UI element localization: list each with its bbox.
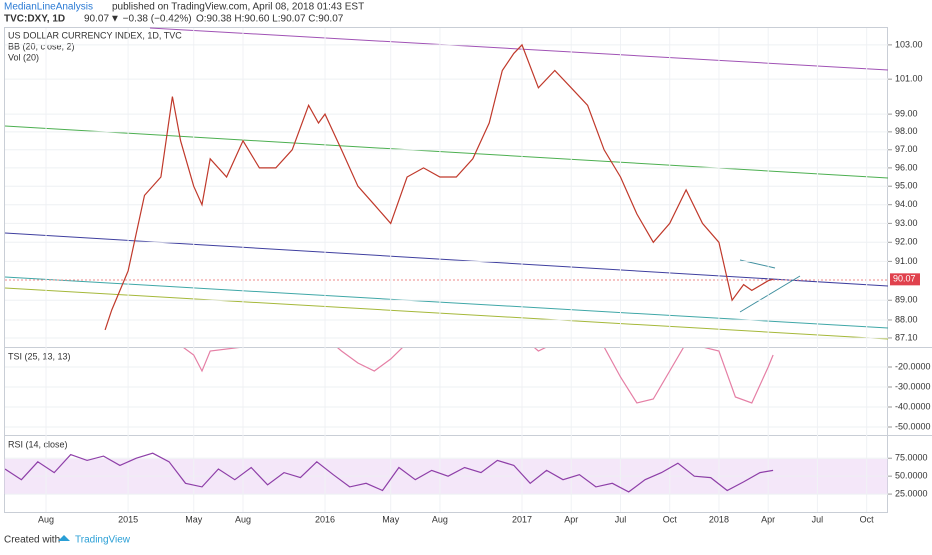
y-tick-label: 87.10 (895, 332, 918, 342)
x-tick-label: Apr (564, 514, 578, 524)
y-tick-label: -30.0000 (895, 381, 931, 391)
pane-title: TSI (25, 13, 13) (8, 351, 71, 361)
y-tick-label: 50.0000 (895, 471, 928, 481)
x-tick-label: May (185, 514, 203, 524)
x-tick-label: Jul (812, 514, 824, 524)
y-tick-label: 95.00 (895, 181, 918, 191)
x-tick-label: Oct (663, 514, 678, 524)
x-tick-label: Oct (860, 514, 875, 524)
x-tick-label: Aug (38, 514, 54, 524)
pane-annotation: Vol (20) (8, 52, 39, 62)
x-tick-label: Jul (615, 514, 627, 524)
y-tick-label: -50.0000 (895, 421, 931, 431)
y-tick-label: 98.00 (895, 126, 918, 136)
y-tick-label: 88.00 (895, 314, 918, 324)
symbol: TVC:DXY, 1D (4, 14, 65, 25)
y-tick-label: 103.00 (895, 39, 923, 49)
y-tick-label: -40.0000 (895, 401, 931, 411)
footer-created: Created with (4, 535, 60, 546)
y-tick-label: -20.0000 (895, 361, 931, 371)
x-tick-label: Apr (761, 514, 775, 524)
y-tick-label: 101.00 (895, 74, 923, 84)
x-tick-label: 2018 (709, 514, 729, 524)
change: ▼ −0.38 (−0.42%) (110, 14, 192, 25)
y-tick-label: 91.00 (895, 256, 918, 266)
y-tick-label: 99.00 (895, 108, 918, 118)
pane-subtitle: BB (20, close, 2) (8, 41, 75, 51)
y-tick-label: 89.00 (895, 295, 918, 305)
x-tick-label: 2017 (512, 514, 532, 524)
price: 90.07 (84, 14, 109, 25)
x-tick-label: Aug (235, 514, 251, 524)
y-tick-label: 92.00 (895, 237, 918, 247)
x-tick-label: 2015 (118, 514, 138, 524)
y-tick-label: 96.00 (895, 162, 918, 172)
y-tick-label: 25.0000 (895, 488, 928, 498)
published: published on TradingView.com, April 08, … (112, 2, 364, 13)
footer-brand[interactable]: TradingView (75, 535, 131, 546)
x-tick-label: 2016 (315, 514, 335, 524)
pane-title: RSI (14, close) (8, 439, 68, 449)
y-tick-label: 94.00 (895, 199, 918, 209)
y-tick-label: 93.00 (895, 218, 918, 228)
author[interactable]: MedianLineAnalysis (4, 2, 93, 13)
last-price-label: 90.07 (893, 274, 916, 284)
ohlc: O:90.38 H:90.60 L:90.07 C:90.07 (196, 14, 344, 25)
x-tick-label: May (382, 514, 400, 524)
y-tick-label: 75.0000 (895, 453, 928, 463)
x-tick-label: Aug (432, 514, 448, 524)
y-tick-label: 97.00 (895, 144, 918, 154)
pane-title: US DOLLAR CURRENCY INDEX, 1D, TVC (8, 30, 182, 40)
